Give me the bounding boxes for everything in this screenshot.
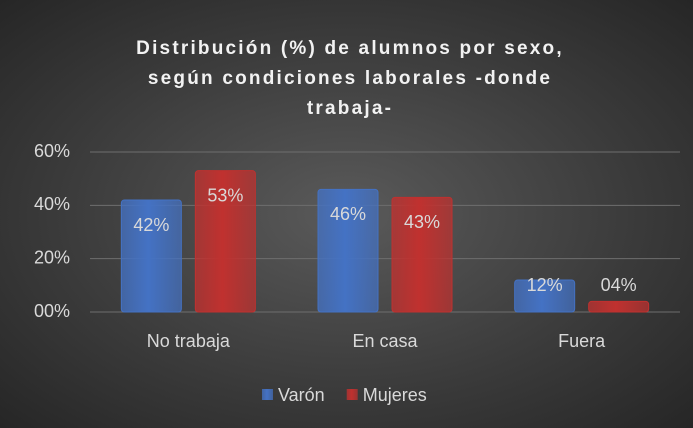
- y-tick-label: 60%: [34, 141, 70, 161]
- legend-label: Mujeres: [363, 385, 427, 405]
- x-tick-label: Fuera: [558, 331, 606, 351]
- legend-label: Varón: [278, 385, 325, 405]
- bar: [588, 300, 650, 313]
- data-label: 12%: [527, 275, 563, 295]
- legend-swatch: [262, 389, 273, 400]
- chart-title: Distribución (%) de alumnos por sexo, se…: [136, 38, 564, 119]
- data-label: 53%: [207, 185, 243, 205]
- y-tick-label: 00%: [34, 301, 70, 321]
- x-tick-label: No trabaja: [147, 331, 231, 351]
- data-label: 04%: [601, 275, 637, 295]
- data-label: 42%: [133, 215, 169, 235]
- bar: [317, 188, 379, 313]
- y-tick-label: 20%: [34, 247, 70, 267]
- x-tick-label: En casa: [352, 331, 418, 351]
- bar: [514, 279, 576, 313]
- bar: [194, 170, 256, 313]
- y-tick-label: 40%: [34, 194, 70, 214]
- data-label: 46%: [330, 204, 366, 224]
- bar: [120, 199, 182, 313]
- bar: [391, 196, 453, 313]
- data-label: 43%: [404, 212, 440, 232]
- legend-swatch: [346, 389, 358, 400]
